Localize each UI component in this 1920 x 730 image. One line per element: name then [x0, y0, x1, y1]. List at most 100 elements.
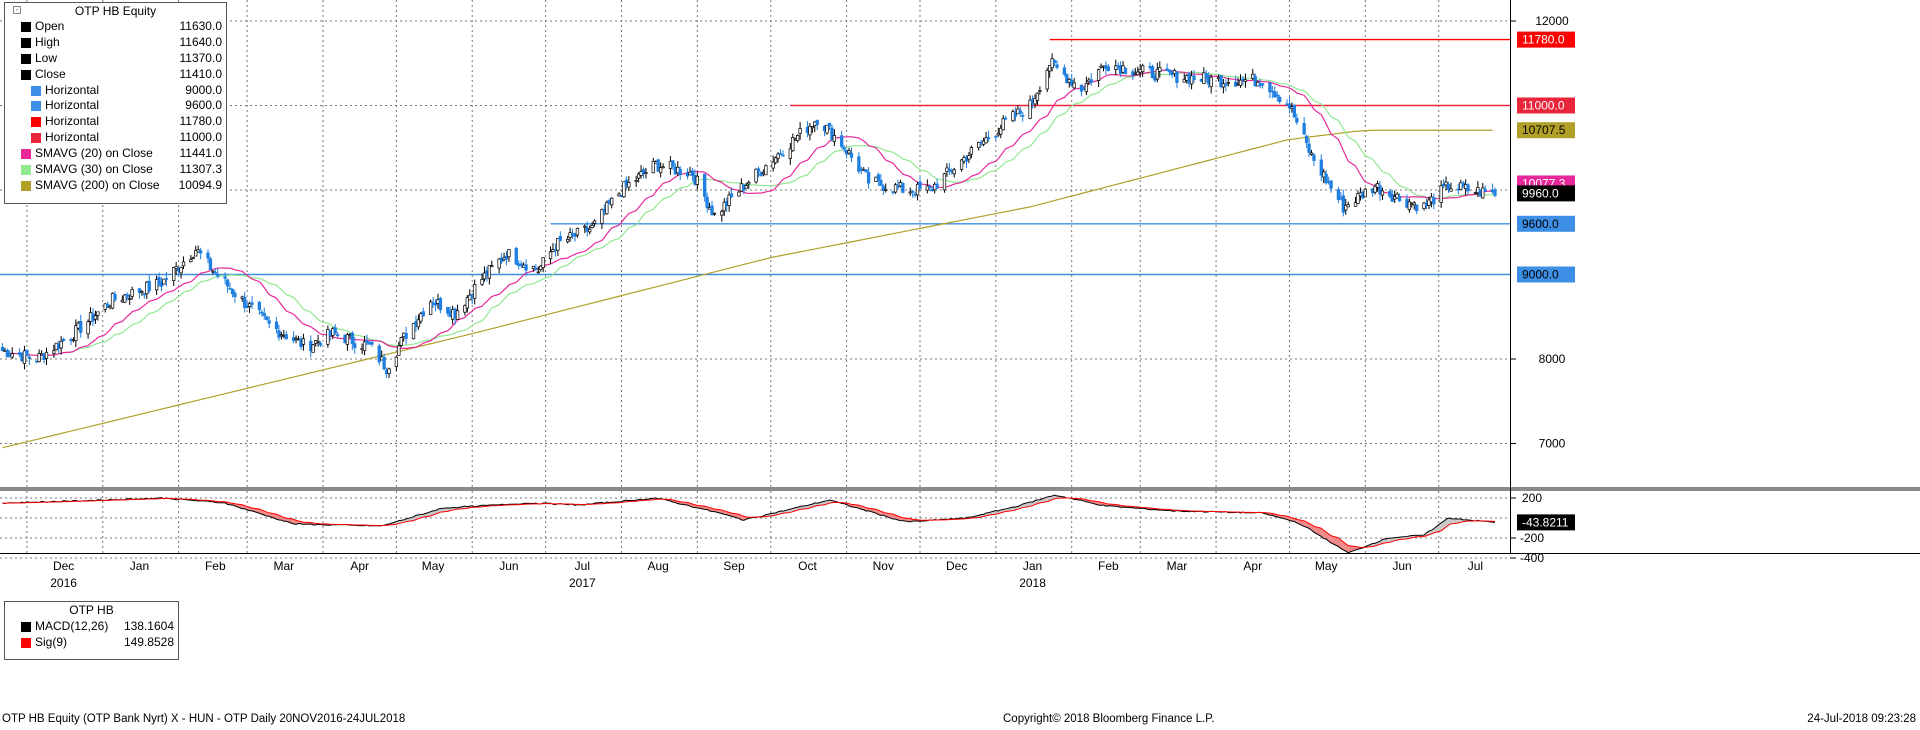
candle-body — [773, 157, 778, 164]
candle-body — [588, 228, 592, 233]
candle-body — [1141, 65, 1145, 73]
price-legend[interactable]: - OTP HB Equity Open 11630.0 High 11640.0 Lo… — [4, 2, 227, 204]
candle-body — [86, 321, 90, 335]
x-tick-label: Aug — [648, 559, 669, 573]
candle-body — [776, 153, 780, 159]
candle-body — [1373, 186, 1377, 193]
candle-body — [808, 125, 812, 136]
candle-body — [433, 302, 438, 306]
macd-fill — [1446, 518, 1449, 528]
price-legend-row[interactable]: Close 11410.0 — [5, 67, 226, 83]
price-legend-label: Horizontal — [45, 82, 100, 97]
price-legend-swatch — [31, 117, 41, 128]
candle-body — [605, 202, 609, 215]
price-legend-swatch — [21, 149, 31, 160]
price-chart[interactable] — [0, 38, 1510, 449]
price-legend-row[interactable]: Horizontal 11780.0 — [5, 114, 226, 130]
tag-close-text: 9960.0 — [1522, 186, 1559, 200]
candle-body — [942, 173, 947, 191]
candle-body — [566, 238, 570, 243]
candle-body — [764, 165, 768, 176]
candle-body — [1275, 94, 1279, 97]
year-label: 2017 — [569, 576, 596, 590]
price-legend-row[interactable]: SMAVG (30) on Close 11307.3 — [5, 162, 226, 178]
candle-body — [531, 265, 536, 269]
price-legend-row[interactable]: SMAVG (20) on Close 11441.0 — [5, 146, 226, 162]
price-legend-value: 11441.0 — [179, 146, 223, 161]
price-legend-value: 11000.0 — [179, 130, 223, 145]
candle-body — [1481, 187, 1485, 199]
candle-body — [1096, 69, 1101, 81]
price-legend-row[interactable]: High 11640.0 — [5, 35, 226, 51]
candle-body — [747, 182, 751, 185]
price-legend-row[interactable]: Open 11630.0 — [5, 19, 226, 35]
macd-fill — [1343, 541, 1346, 552]
macd-line — [2, 494, 1496, 554]
price-legend-value: 11307.3 — [179, 162, 223, 177]
candle-body — [350, 332, 354, 344]
candle-body — [362, 341, 367, 352]
candle-body — [1432, 197, 1436, 205]
macd-legend-value: 149.8528 — [123, 634, 174, 649]
macd-fill — [731, 513, 739, 519]
candle-body — [1192, 75, 1196, 81]
macd-fill — [1328, 533, 1332, 543]
price-legend-label: Horizontal — [45, 98, 100, 113]
candle-body — [1309, 152, 1314, 155]
candle-body — [1114, 65, 1118, 70]
candle-body — [225, 279, 230, 287]
candle-body — [25, 349, 29, 356]
candle-body — [1052, 60, 1057, 64]
candle-body — [610, 197, 614, 206]
price-legend-label: SMAVG (30) on Close — [35, 162, 153, 177]
price-legend-row[interactable]: Horizontal 9600.0 — [5, 98, 226, 114]
macd-legend-row[interactable]: Sig(9) 149.8528 — [5, 635, 178, 651]
price-legend-row[interactable]: Horizontal 9000.0 — [5, 83, 226, 99]
candle-body — [1150, 66, 1155, 79]
collapse-icon[interactable]: - — [13, 6, 21, 14]
candle-body — [796, 135, 800, 142]
tag-close: 9960.0 — [1517, 185, 1575, 202]
candle-body — [1319, 159, 1323, 176]
candle-body — [123, 294, 127, 303]
macd-legend[interactable]: OTP HB MACD(12,26) 138.1604 Sig(9) 149.8528 — [4, 601, 179, 660]
price-legend-row[interactable]: SMAVG (200) on Close 10094.9 — [5, 178, 226, 194]
tag-sma200-bg — [1517, 122, 1575, 139]
macd-legend-row[interactable]: MACD(12,26) 138.1604 — [5, 619, 178, 635]
x-tick-label: Jan — [130, 559, 149, 573]
candle-body — [651, 160, 655, 174]
price-legend-swatch — [31, 133, 41, 144]
candle-body — [575, 228, 580, 236]
candle-body — [1336, 189, 1341, 200]
candle-body — [678, 168, 682, 176]
candle-body — [490, 265, 494, 268]
candle-body — [901, 183, 905, 193]
candle-body — [446, 307, 450, 314]
price-legend-label: Horizontal — [45, 114, 100, 129]
price-legend-row[interactable]: Low 11370.0 — [5, 51, 226, 67]
price-legend-row[interactable]: Horizontal 11000.0 — [5, 130, 226, 146]
price-legend-label: Close — [35, 66, 66, 81]
price-legend-swatch — [31, 101, 41, 112]
candle-body — [128, 298, 132, 300]
candle-body — [260, 311, 264, 314]
tag-11780-bg — [1517, 31, 1575, 48]
candle-body — [1048, 64, 1052, 72]
candle-body — [558, 235, 562, 241]
price-legend-swatch — [21, 180, 31, 191]
candle-body — [336, 334, 340, 337]
candle-body — [759, 172, 763, 176]
candle-body — [791, 137, 795, 151]
candle-body — [720, 211, 724, 216]
candle-body — [106, 303, 110, 308]
candle-body — [967, 155, 971, 160]
candle-body — [157, 277, 161, 285]
macd-fill — [1433, 522, 1442, 533]
year-label: 2016 — [50, 576, 77, 590]
macd-chart[interactable] — [2, 494, 1496, 554]
candle-body — [1018, 110, 1022, 114]
candle-body — [1427, 199, 1431, 206]
price-legend-value: 11370.0 — [179, 50, 223, 65]
candle-body — [705, 196, 709, 208]
candle-body — [507, 249, 511, 258]
